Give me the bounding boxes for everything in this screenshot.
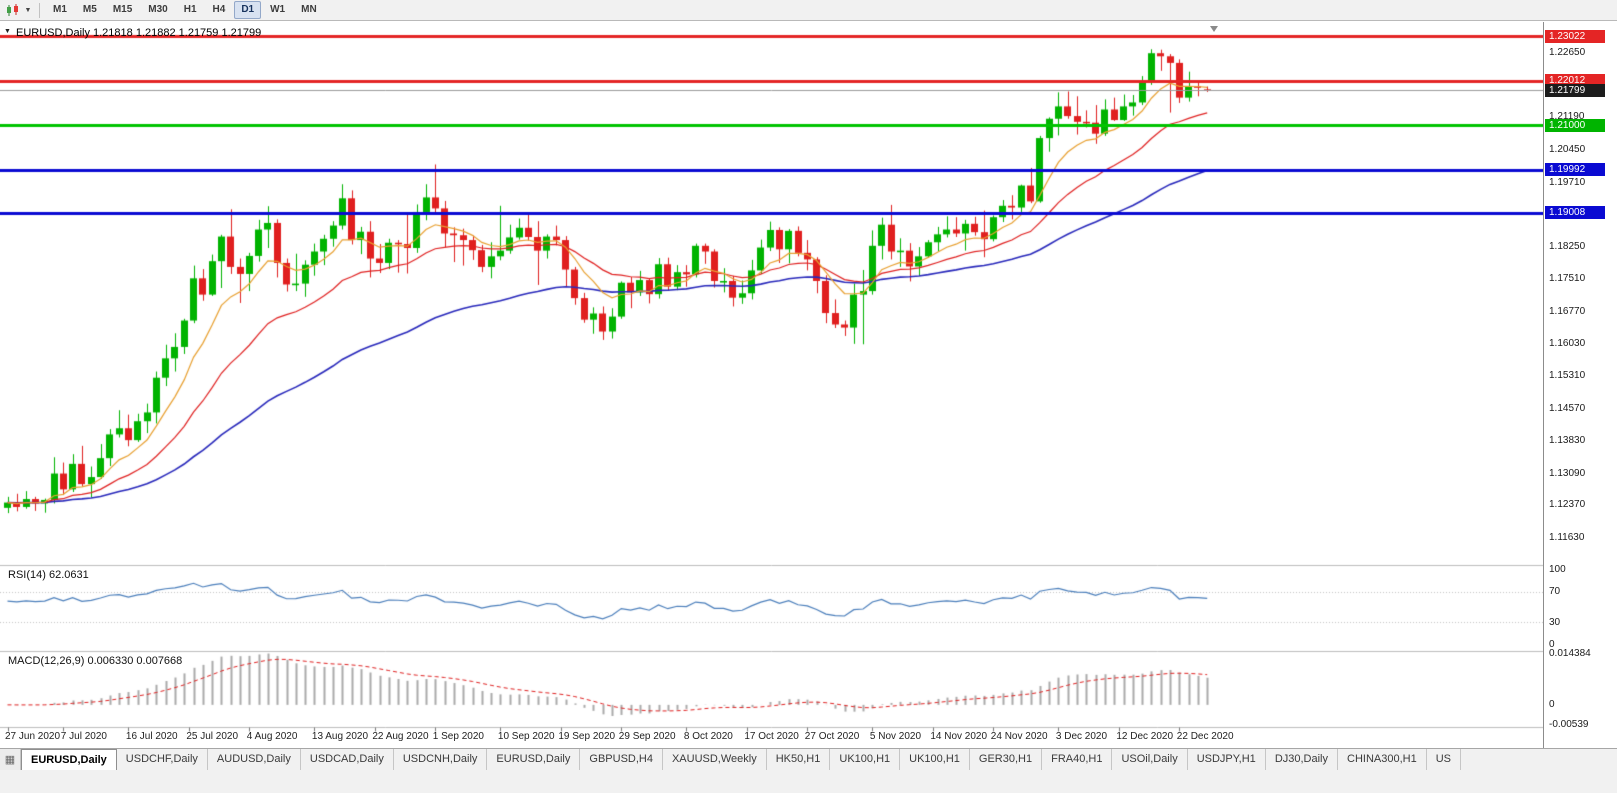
chart-tab-china300-h1[interactable]: CHINA300,H1	[1338, 749, 1427, 770]
time-axis-label: 3 Dec 2020	[1055, 731, 1108, 742]
chart-tab-eurusd-daily[interactable]: EURUSD,Daily	[21, 749, 117, 770]
price-axis-label: 1.17510	[1549, 273, 1586, 285]
time-axis-label: 29 Sep 2020	[618, 731, 676, 742]
price-axis-label: 1.13830	[1549, 435, 1586, 447]
price-axis-label: 1.12370	[1549, 499, 1586, 511]
macd-axis-label: -0.00539	[1549, 718, 1589, 730]
time-axis-label: 27 Jun 2020	[5, 731, 61, 742]
chart-tab-eurusd-daily[interactable]: EURUSD,Daily	[487, 749, 581, 770]
time-axis-label: 27 Oct 2020	[804, 731, 860, 742]
timeframe-button-d1[interactable]: D1	[234, 1, 262, 19]
time-axis-label: 8 Oct 2020	[683, 731, 733, 742]
price-axis-label: 1.21190	[1549, 111, 1585, 123]
time-axis-label: 7 Jul 2020	[60, 731, 107, 742]
timeframe-button-mn[interactable]: MN	[301, 4, 317, 15]
price-chart-canvas[interactable]	[0, 22, 1543, 748]
toolbar-separator	[39, 2, 40, 18]
timeframe-button-h1[interactable]: H1	[183, 4, 197, 15]
chart-type-icon[interactable]	[4, 2, 22, 18]
price-axis-label: 1.15310	[1549, 369, 1586, 381]
time-axis-label: 1 Sep 2020	[432, 731, 484, 742]
price-axis-label: 1.19710	[1549, 176, 1586, 188]
price-axis-label: 1.18250	[1549, 240, 1586, 252]
chart-tab-usdcnh-daily[interactable]: USDCNH,Daily	[393, 749, 488, 770]
time-axis-label: 4 Aug 2020	[246, 731, 298, 742]
chart-tab-dj30-daily[interactable]: DJ30,Daily	[1265, 749, 1338, 770]
chart-area[interactable]: ▼ EURUSD,Daily 1.21818 1.21882 1.21759 1…	[0, 22, 1617, 748]
timeframe-button-m1[interactable]: M1	[53, 4, 67, 15]
timeframe-toolbar: ▼ M1 M5 M15 M30 H1 H4 D1 W1 MN	[0, 0, 1617, 21]
rsi-axis-label: 70	[1549, 586, 1561, 598]
window-list-icon[interactable]: ▦	[0, 749, 21, 770]
time-axis-label: 12 Dec 2020	[1116, 731, 1174, 742]
chart-title-caret-icon[interactable]: ▼	[4, 28, 11, 35]
chart-tab-usdchf-daily[interactable]: USDCHF,Daily	[116, 749, 208, 770]
price-axis-label: 1.20450	[1549, 144, 1586, 155]
bid-price-badge: 1.21799	[1545, 83, 1605, 97]
chart-tab-gbpusd-h4[interactable]: GBPUSD,H4	[580, 749, 663, 770]
chart-tab-audusd-daily[interactable]: AUDUSD,Daily	[207, 749, 301, 770]
chart-tab-usoil-daily[interactable]: USOil,Daily	[1112, 749, 1188, 770]
time-axis-label: 14 Nov 2020	[930, 731, 988, 742]
price-axis-label: 1.22650	[1549, 47, 1586, 59]
price-axis-label: 1.11630	[1549, 531, 1585, 543]
time-axis-label: 22 Aug 2020	[372, 731, 429, 742]
rsi-indicator-label: RSI(14) 62.0631	[8, 569, 89, 581]
macd-axis-label: 0	[1549, 699, 1555, 711]
chart-shift-marker[interactable]	[1210, 26, 1218, 32]
chart-tab-fra40-h1[interactable]: FRA40,H1	[1042, 749, 1113, 770]
price-axis: 1.226501.219301.211901.204501.197101.189…	[1543, 22, 1617, 748]
timeframe-button-m30[interactable]: M30	[148, 4, 168, 15]
time-axis-label: 19 Sep 2020	[558, 731, 616, 742]
chart-dropdown-icon[interactable]: ▼	[24, 6, 32, 14]
rsi-axis-label: 30	[1549, 616, 1561, 628]
level-price-badge: 1.19008	[1545, 206, 1605, 220]
chart-tab-usdjpy-h1[interactable]: USDJPY,H1	[1187, 749, 1266, 770]
chart-tab-usdcad-daily[interactable]: USDCAD,Daily	[300, 749, 394, 770]
time-axis-label: 13 Aug 2020	[311, 731, 369, 742]
chart-tab-uk100-h1[interactable]: UK100,H1	[900, 749, 970, 770]
time-axis-label: 17 Oct 2020	[744, 731, 799, 742]
timeframe-button-m5[interactable]: M5	[82, 4, 97, 15]
rsi-axis-label: 0	[1549, 639, 1555, 651]
macd-indicator-label: MACD(12,26,9) 0.006330 0.007668	[8, 655, 183, 667]
chart-tabbar: ▦ EURUSD,Daily USDCHF,Daily AUDUSD,Daily US…	[0, 748, 1617, 793]
price-axis-label: 1.14570	[1549, 402, 1586, 414]
timeframe-button-h4[interactable]: H4	[212, 4, 226, 15]
rsi-axis-label: 100	[1549, 563, 1566, 575]
price-axis-label: 1.13090	[1549, 467, 1586, 479]
time-axis-label: 25 Jul 2020	[186, 731, 239, 742]
chart-tab-ger30-h1[interactable]: GER30,H1	[969, 749, 1043, 770]
timeframe-button-m15[interactable]: M15	[112, 4, 133, 15]
time-axis-label: 10 Sep 2020	[497, 731, 555, 742]
macd-axis-label: 0.014384	[1549, 647, 1591, 659]
level-price-badge: 1.19992	[1545, 163, 1605, 177]
chart-tab-hk50-h1[interactable]: HK50,H1	[766, 749, 831, 770]
timeframe-button-w1[interactable]: W1	[270, 4, 286, 15]
price-axis-label: 1.16030	[1549, 338, 1586, 350]
chart-ohlc-title: EURUSD,Daily 1.21818 1.21882 1.21759 1.2…	[16, 27, 262, 39]
time-axis-label: 24 Nov 2020	[990, 731, 1048, 742]
time-axis-label: 5 Nov 2020	[869, 731, 922, 742]
chart-tab-xauusd-weekly[interactable]: XAUUSD,Weekly	[662, 749, 767, 770]
time-axis-label: 16 Jul 2020	[125, 731, 178, 742]
level-price-badge: 1.21000	[1545, 118, 1605, 132]
price-axis-label: 1.16770	[1549, 305, 1586, 317]
chart-tab-uk100-h1[interactable]: UK100,H1	[830, 749, 901, 770]
level-price-badge: 1.23022	[1545, 29, 1605, 43]
chart-tab-us[interactable]: US	[1426, 749, 1461, 770]
time-axis-label: 22 Dec 2020	[1176, 731, 1234, 742]
